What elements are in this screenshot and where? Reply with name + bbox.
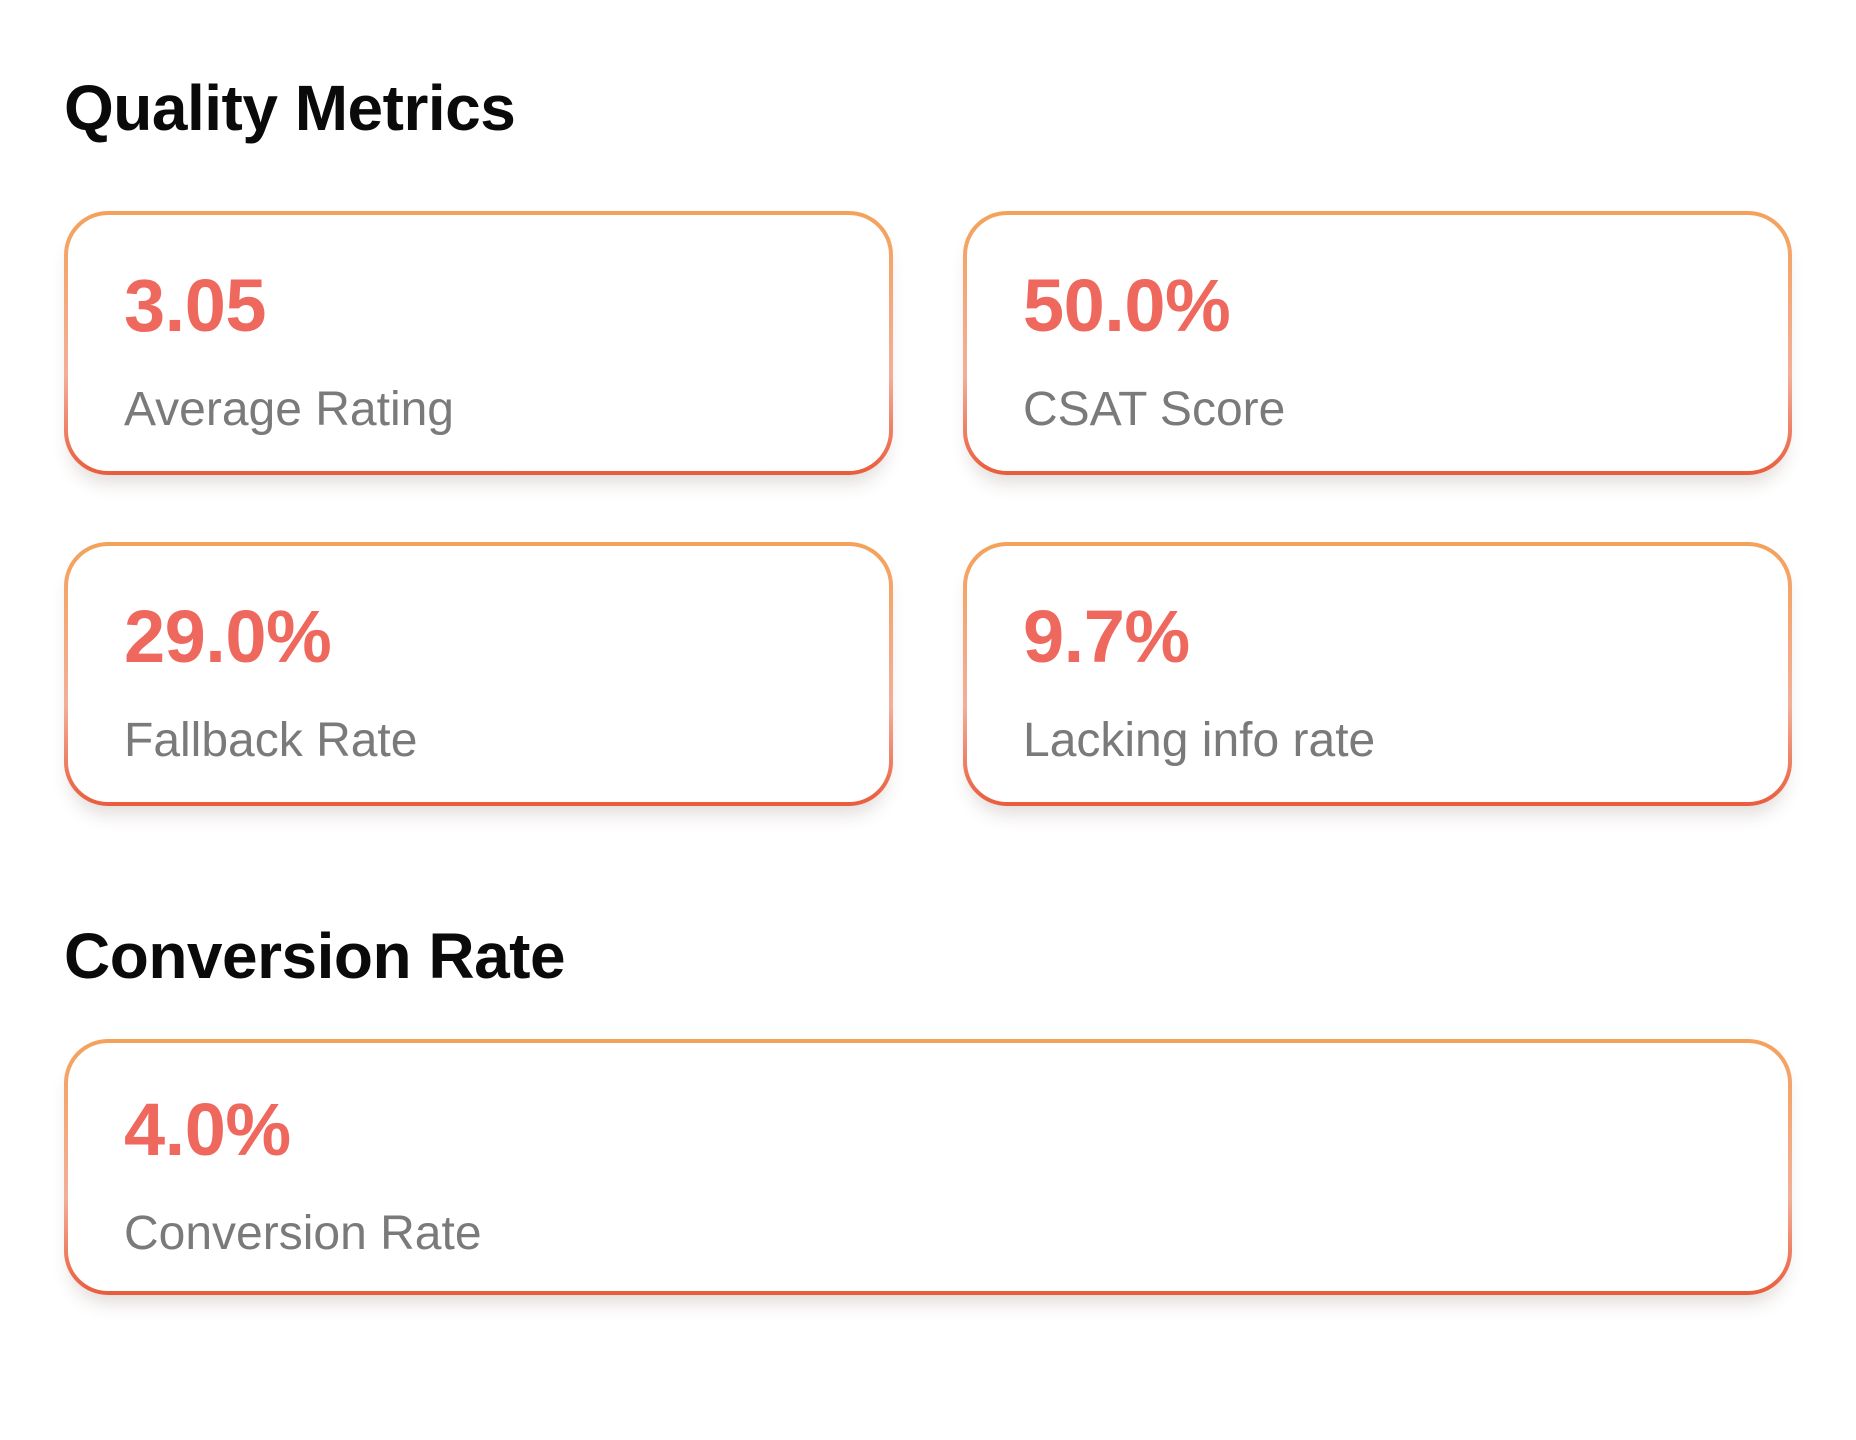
metric-label: Lacking info rate	[1023, 714, 1376, 768]
metric-card-lacking-info-rate: 9.7% Lacking info rate	[963, 542, 1792, 806]
metric-value: 3.05	[124, 263, 267, 347]
metric-value: 29.0%	[124, 594, 332, 678]
metric-label: Average Rating	[124, 383, 454, 437]
metric-value: 50.0%	[1023, 263, 1231, 347]
metric-label: Conversion Rate	[124, 1206, 482, 1260]
metric-label: CSAT Score	[1023, 383, 1286, 437]
metric-value: 9.7%	[1023, 594, 1190, 678]
metric-value: 4.0%	[124, 1087, 291, 1171]
section-title-conversion-rate: Conversion Rate	[64, 919, 566, 992]
metric-card-average-rating: 3.05 Average Rating	[64, 211, 893, 475]
quality-metrics-grid: 3.05 Average Rating 50.0% CSAT Score 29.…	[64, 211, 1792, 806]
metric-card-conversion-rate: 4.0% Conversion Rate	[64, 1039, 1792, 1295]
section-title-quality-metrics: Quality Metrics	[64, 72, 516, 144]
metric-card-csat-score: 50.0% CSAT Score	[963, 211, 1792, 475]
metric-label: Fallback Rate	[124, 714, 418, 768]
conversion-rate-grid: 4.0% Conversion Rate	[64, 1039, 1792, 1295]
metric-card-fallback-rate: 29.0% Fallback Rate	[64, 542, 893, 806]
